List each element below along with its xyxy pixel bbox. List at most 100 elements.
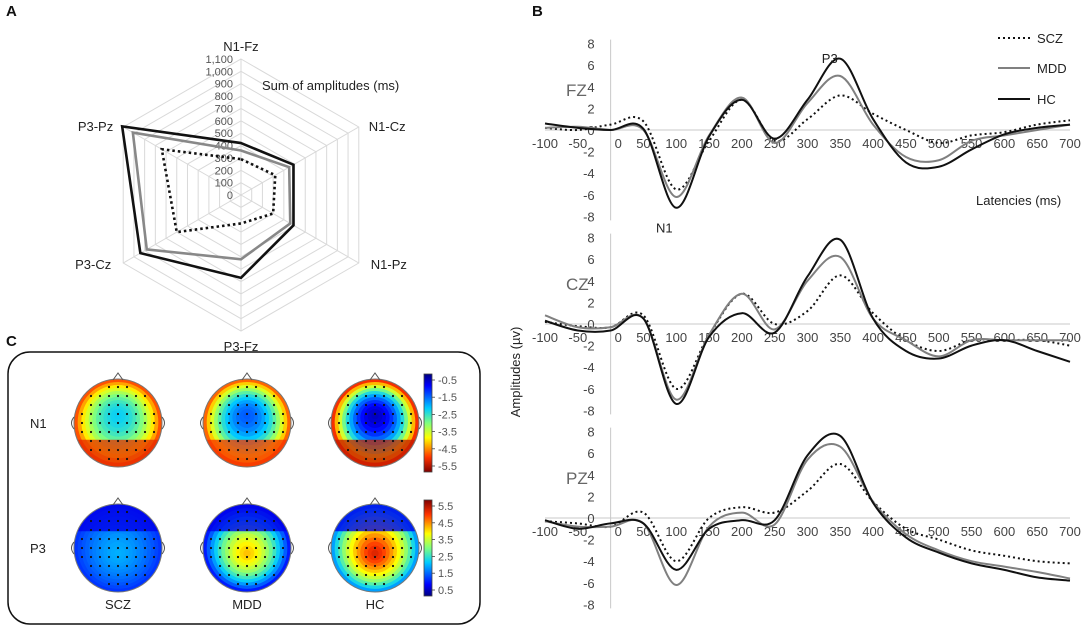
topo-electrode: [400, 448, 404, 452]
topo-electrode: [134, 519, 138, 523]
erp-x-tick: 50: [636, 330, 650, 345]
topo-electrode: [227, 555, 231, 559]
erp-y-tick: 2: [587, 295, 594, 310]
topo-electrode: [400, 421, 404, 425]
topo-electrode: [143, 439, 147, 443]
radar-series-mdd: [131, 130, 292, 261]
radar-spoke: [240, 126, 360, 196]
topo-electrode: [209, 537, 213, 541]
topo-electrode: [337, 430, 341, 434]
topo-electrode: [89, 519, 93, 523]
topo-electrode: [263, 448, 267, 452]
topo-column-label: SCZ: [105, 597, 131, 612]
erp-y-tick: 4: [587, 274, 594, 289]
topo-electrode: [143, 546, 147, 550]
topo-electrode: [373, 385, 377, 389]
topo-electrode: [254, 573, 258, 577]
erp-y-tick: 4: [587, 468, 594, 483]
topo-electrode: [143, 403, 147, 407]
topo-electrode: [116, 394, 120, 398]
topo-head-outline: [202, 378, 292, 468]
topo-electrode: [382, 582, 386, 586]
topo-electrode: [272, 573, 276, 577]
topo-electrode: [346, 412, 350, 416]
topo-electrode: [236, 421, 240, 425]
topo-electrode: [337, 421, 341, 425]
topo-electrode: [409, 412, 413, 416]
topo-electrode: [364, 403, 368, 407]
topo-electrode: [355, 439, 359, 443]
topo-nose: [369, 372, 381, 381]
topo-electrode: [98, 412, 102, 416]
panel-label-a: A: [6, 3, 17, 20]
topo-electrode: [263, 537, 267, 541]
topo-electrode: [227, 439, 231, 443]
erp-y-tick: 8: [587, 231, 594, 246]
topography-maps: N1 P3 SCZ MDD HC -0.5 -1.5 -2.5 -3.5 -4.5 -5.5 5.5 4…: [7, 351, 481, 625]
erp-x-tick: 350: [829, 136, 851, 151]
topo-electrode: [98, 555, 102, 559]
topo-electrode: [355, 430, 359, 434]
topo-electrode: [263, 564, 267, 568]
topo-electrode: [254, 430, 258, 434]
topo-electrode: [254, 510, 258, 514]
topo-electrode: [218, 573, 222, 577]
topo-ear: [328, 541, 332, 555]
topo-electrode: [107, 555, 111, 559]
topo-electrode: [355, 537, 359, 541]
topo-electrode: [346, 573, 350, 577]
radar-tick-label: 200: [215, 165, 233, 177]
erp-y-tick: -4: [583, 360, 595, 375]
topo-ear: [200, 416, 204, 430]
topo-electrode: [80, 537, 84, 541]
radar-series-hc: [120, 124, 295, 280]
topo-electrode: [98, 573, 102, 577]
topo-ear: [328, 416, 332, 430]
topo-electrode: [98, 537, 102, 541]
topo-electrode: [364, 519, 368, 523]
colorbar-tick-label: 2.5: [438, 551, 453, 563]
topo-electrode: [337, 412, 341, 416]
topo-electrode: [263, 421, 267, 425]
topo-electrode: [143, 555, 147, 559]
erp-x-tick: -100: [532, 136, 558, 151]
topo-electrode: [89, 403, 93, 407]
topo-electrode: [373, 510, 377, 514]
erp-x-tick: 250: [764, 524, 786, 539]
erp-legend-label: MDD: [1037, 61, 1067, 76]
topo-electrode: [227, 421, 231, 425]
topo-electrode: [254, 555, 258, 559]
topo-electrode: [143, 448, 147, 452]
topo-electrode: [236, 537, 240, 541]
topo-contour: [243, 549, 251, 558]
radar-axis-label: N1-Fz: [223, 39, 258, 54]
topo-electrode: [98, 528, 102, 532]
erp-y-tick: -4: [583, 166, 595, 181]
topo-electrode: [227, 528, 231, 532]
topo-electrode: [382, 421, 386, 425]
topo-electrode: [337, 546, 341, 550]
topo-electrode: [236, 510, 240, 514]
erp-y-tick: 4: [587, 80, 594, 95]
topo-electrode: [227, 546, 231, 550]
erp-x-tick: 0: [615, 136, 622, 151]
topo-electrode: [346, 421, 350, 425]
topo-electrode: [391, 537, 395, 541]
erp-legend-label: SCZ: [1037, 31, 1063, 46]
topo-electrode: [355, 528, 359, 532]
erp-y-tick: 6: [587, 58, 594, 73]
topo-electrode: [337, 555, 341, 559]
topo-electrode: [116, 564, 120, 568]
topo-electrode: [391, 403, 395, 407]
topo-electrode: [281, 412, 285, 416]
topo-electrode: [98, 448, 102, 452]
topo-electrode: [373, 519, 377, 523]
topo-electrode: [107, 430, 111, 434]
topo-electrode: [89, 564, 93, 568]
topo-electrode: [373, 448, 377, 452]
topo-edge-tint: [334, 504, 416, 532]
erp-y-tick: 0: [587, 123, 594, 138]
topo-head-outline: [330, 503, 420, 593]
topo-electrode: [245, 555, 249, 559]
